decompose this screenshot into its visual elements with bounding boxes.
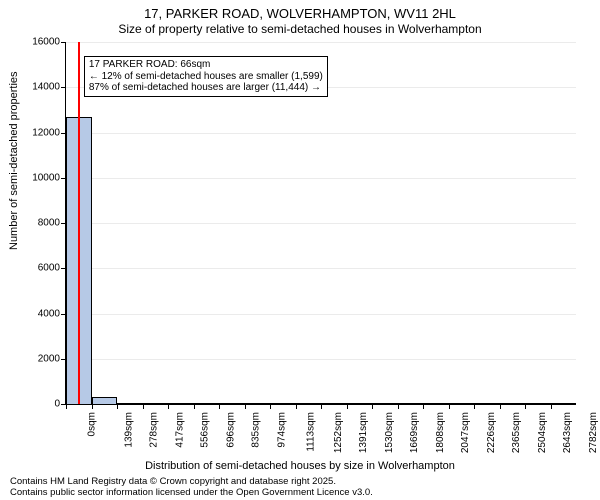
xtick-mark <box>143 404 144 409</box>
plot-area: 17 PARKER ROAD: 66sqm← 12% of semi-detac… <box>65 42 576 405</box>
credit-line-2: Contains public sector information licen… <box>10 487 373 498</box>
xtick-label: 2504sqm <box>537 412 548 453</box>
xtick-label: 974sqm <box>276 412 287 448</box>
ytick-label: 6000 <box>20 263 60 274</box>
xtick-mark <box>245 404 246 409</box>
bar <box>245 403 271 404</box>
xtick-label: 1252sqm <box>333 412 344 453</box>
bar <box>168 403 194 404</box>
bar <box>117 403 143 404</box>
xtick-label: 1669sqm <box>409 412 420 453</box>
xtick-label: 2643sqm <box>562 412 573 453</box>
gridline <box>66 314 576 315</box>
credit-text: Contains HM Land Registry data © Crown c… <box>10 477 373 498</box>
annotation-line: 17 PARKER ROAD: 66sqm <box>89 59 323 71</box>
xtick-mark <box>500 404 501 409</box>
gridline <box>66 359 576 360</box>
bar <box>500 403 526 404</box>
y-axis-label: Number of semi-detached properties <box>8 71 20 250</box>
annotation-box: 17 PARKER ROAD: 66sqm← 12% of semi-detac… <box>84 56 328 97</box>
bar <box>270 403 296 404</box>
gridline <box>66 223 576 224</box>
xtick-label: 2047sqm <box>460 412 471 453</box>
xtick-label: 2226sqm <box>486 412 497 453</box>
xtick-label: 417sqm <box>174 412 185 448</box>
bar <box>474 403 500 404</box>
xtick-label: 1113sqm <box>306 412 317 452</box>
xtick-mark <box>168 404 169 409</box>
xtick-mark <box>372 404 373 409</box>
ytick-mark <box>61 87 66 88</box>
annotation-line: 87% of semi-detached houses are larger (… <box>89 82 323 94</box>
ytick-mark <box>61 42 66 43</box>
xtick-label: 1391sqm <box>358 412 369 453</box>
ytick-label: 8000 <box>20 218 60 229</box>
bar <box>143 403 169 404</box>
bar <box>398 403 424 404</box>
xtick-mark <box>194 404 195 409</box>
xtick-label: 278sqm <box>149 412 160 448</box>
xtick-label: 1530sqm <box>384 412 395 453</box>
ytick-label: 14000 <box>20 82 60 93</box>
ytick-label: 12000 <box>20 127 60 138</box>
xtick-mark <box>219 404 220 409</box>
bar <box>296 403 322 404</box>
xtick-mark <box>321 404 322 409</box>
bar <box>423 403 449 404</box>
ytick-label: 4000 <box>20 308 60 319</box>
annotation-line: ← 12% of semi-detached houses are smalle… <box>89 71 323 83</box>
bar <box>372 403 398 404</box>
bar <box>449 403 475 404</box>
bar <box>551 403 577 404</box>
ytick-label: 10000 <box>20 172 60 183</box>
chart-title: 17, PARKER ROAD, WOLVERHAMPTON, WV11 2HL <box>0 6 600 21</box>
bar <box>92 397 118 404</box>
ytick-label: 0 <box>20 399 60 410</box>
xtick-mark <box>474 404 475 409</box>
bar <box>525 403 551 404</box>
xtick-label: 835sqm <box>251 412 262 448</box>
x-axis-label: Distribution of semi-detached houses by … <box>0 460 600 472</box>
xtick-mark <box>423 404 424 409</box>
xtick-label: 2365sqm <box>511 412 522 453</box>
xtick-mark <box>296 404 297 409</box>
xtick-mark <box>92 404 93 409</box>
xtick-label: 556sqm <box>200 412 211 448</box>
credit-line-1: Contains HM Land Registry data © Crown c… <box>10 476 336 487</box>
bar <box>347 403 373 404</box>
gridline <box>66 42 576 43</box>
gridline <box>66 133 576 134</box>
marker-line <box>78 42 80 404</box>
xtick-label: 2782sqm <box>588 412 599 453</box>
bar <box>219 403 245 404</box>
gridline <box>66 178 576 179</box>
bar <box>194 403 220 404</box>
xtick-mark <box>117 404 118 409</box>
xtick-mark <box>270 404 271 409</box>
xtick-mark <box>66 404 67 409</box>
xtick-mark <box>551 404 552 409</box>
xtick-mark <box>449 404 450 409</box>
ytick-label: 16000 <box>20 37 60 48</box>
xtick-mark <box>347 404 348 409</box>
xtick-mark <box>525 404 526 409</box>
ytick-label: 2000 <box>20 353 60 364</box>
xtick-label: 139sqm <box>123 412 134 448</box>
xtick-label: 0sqm <box>86 412 97 436</box>
gridline <box>66 268 576 269</box>
bar <box>321 403 347 404</box>
xtick-label: 696sqm <box>225 412 236 448</box>
chart-subtitle: Size of property relative to semi-detach… <box>0 22 600 36</box>
xtick-mark <box>398 404 399 409</box>
xtick-label: 1808sqm <box>435 412 446 453</box>
